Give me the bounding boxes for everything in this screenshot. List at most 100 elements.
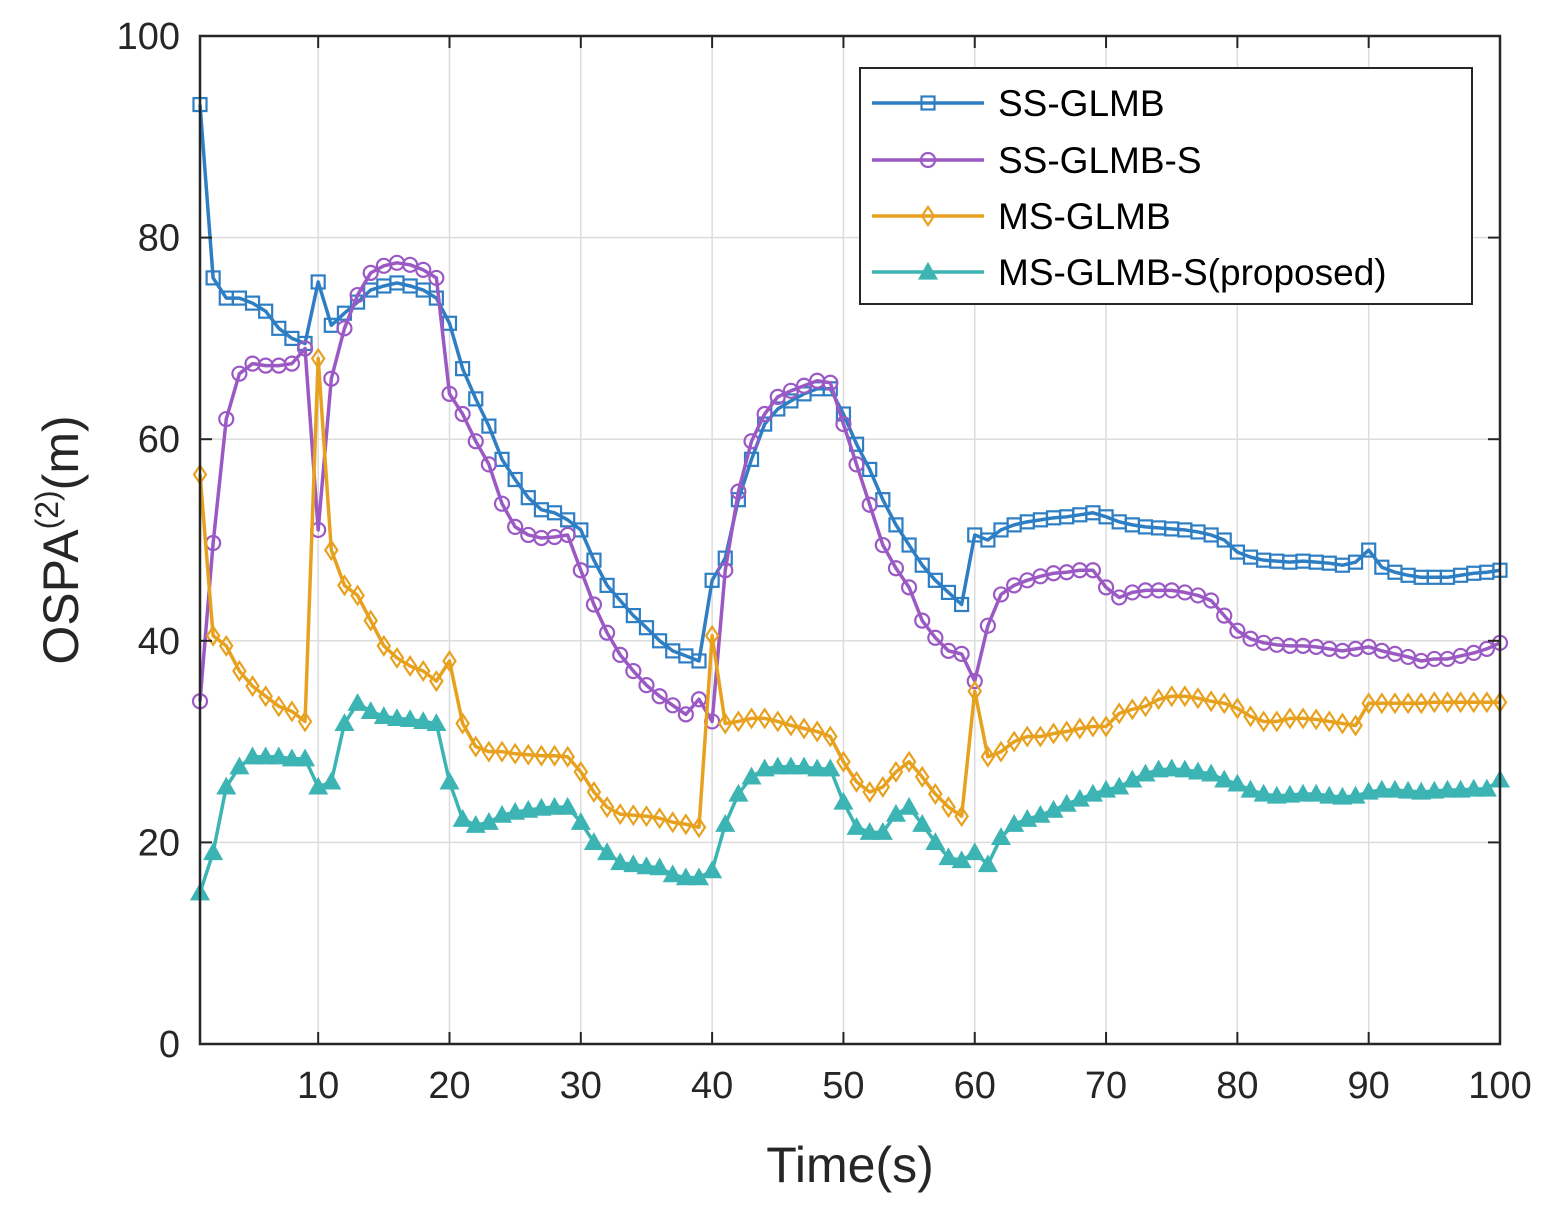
data-point (284, 700, 300, 723)
data-point (1138, 695, 1153, 718)
data-point (1453, 691, 1468, 714)
data-point (573, 522, 589, 538)
data-point (258, 685, 273, 708)
data-point (583, 832, 604, 851)
data-point (1266, 785, 1287, 804)
data-point (1398, 780, 1419, 799)
data-point (754, 758, 775, 777)
data-point (990, 827, 1012, 845)
data-point (859, 822, 880, 840)
axis-ticks: 10 20 30 40 50 60 70 80 90 100 0 20 40 60 80 100 (117, 16, 1532, 1107)
data-point (205, 624, 221, 647)
data-point (953, 645, 970, 663)
data-point (373, 706, 394, 725)
data-point (1164, 685, 1180, 708)
data-point (675, 867, 696, 886)
data-point (1148, 759, 1169, 778)
data-point (599, 577, 615, 593)
data-point (296, 340, 314, 357)
data-point (662, 864, 683, 883)
data-point (649, 857, 670, 876)
data-point (914, 557, 930, 573)
data-point (625, 607, 641, 624)
x-tick-label: 40 (691, 1065, 733, 1107)
data-point (441, 385, 458, 402)
data-point (454, 405, 471, 423)
data-point (493, 495, 511, 512)
data-point (268, 746, 289, 765)
data-point (1374, 692, 1390, 715)
data-point (665, 811, 681, 834)
data-point (1122, 769, 1143, 788)
data-point (1387, 692, 1403, 715)
data-point (1072, 717, 1088, 740)
data-point (310, 347, 326, 370)
data-point (560, 745, 575, 768)
data-point (1437, 779, 1458, 798)
data-point (452, 808, 473, 827)
data-point (363, 609, 379, 632)
data-point (1427, 691, 1442, 714)
data-point (1319, 785, 1340, 804)
data-point (468, 735, 484, 758)
data-point (899, 796, 920, 815)
data-point (295, 748, 316, 767)
data-point (822, 374, 839, 391)
data-point (232, 660, 247, 683)
y-axis-title-superscript: (2) (29, 490, 65, 529)
data-point (1203, 690, 1219, 713)
data-point (938, 847, 959, 866)
data-point (612, 646, 629, 664)
data-point (203, 842, 224, 861)
data-point (1306, 783, 1327, 802)
data-point (833, 791, 854, 810)
data-point (413, 711, 434, 730)
data-point (1084, 562, 1102, 579)
y-axis-title-unit: (m) (33, 415, 89, 490)
data-point (1214, 769, 1235, 788)
data-point (623, 854, 644, 873)
data-point (1479, 691, 1495, 714)
data-point (334, 713, 355, 732)
data-point (980, 532, 996, 548)
data-point (1371, 779, 1392, 798)
data-point (573, 760, 589, 783)
data-point (467, 433, 484, 450)
data-point (1332, 786, 1353, 805)
data-point (271, 695, 287, 718)
data-point (1097, 579, 1115, 596)
data-point (557, 796, 578, 815)
data-point (940, 584, 957, 601)
data-point (599, 796, 615, 819)
x-tick-label: 50 (822, 1065, 864, 1107)
data-point (337, 574, 352, 597)
data-point (480, 456, 497, 473)
data-point (347, 693, 368, 711)
x-tick-label: 80 (1216, 1065, 1258, 1107)
data-point (586, 552, 602, 568)
data-point (244, 295, 261, 311)
data-point (770, 710, 786, 733)
data-point (389, 646, 405, 669)
data-point (281, 748, 302, 767)
x-tick-label: 30 (560, 1065, 602, 1107)
data-point (570, 812, 591, 830)
data-point (439, 771, 460, 790)
data-point (507, 518, 524, 535)
data-point (967, 680, 983, 703)
data-point (901, 537, 917, 553)
data-point (862, 781, 878, 803)
data-point (651, 688, 668, 705)
data-point (822, 725, 838, 748)
data-point (1056, 793, 1077, 812)
data-point (1174, 759, 1195, 778)
data-point (481, 418, 497, 434)
data-point (360, 701, 381, 719)
legend: SS-GLMB SS-GLMB-S MS-GLMB MS-GLMB-S(propose… (859, 67, 1473, 305)
data-point (415, 261, 432, 278)
data-point (376, 634, 392, 657)
data-point (757, 707, 772, 730)
x-tick-label: 70 (1085, 1065, 1127, 1107)
x-tick-label: 20 (428, 1065, 470, 1107)
data-point (1400, 692, 1416, 715)
